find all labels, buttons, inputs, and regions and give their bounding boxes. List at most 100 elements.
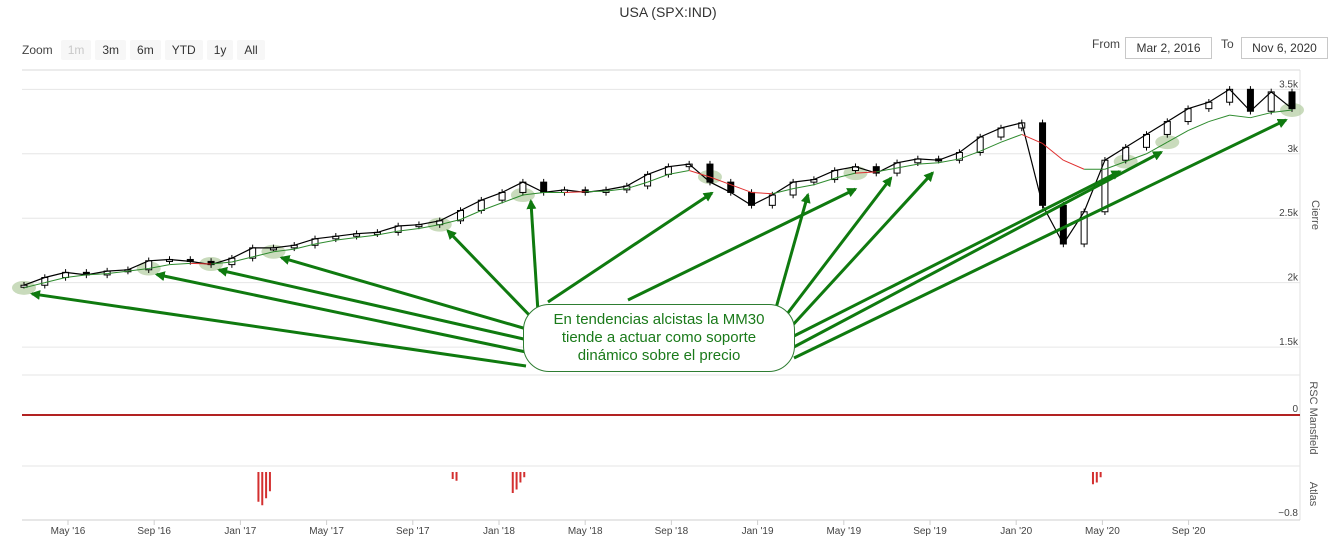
- ma30-line: [834, 172, 856, 179]
- x-tick-label: Sep '18: [655, 526, 689, 537]
- ma30-line: [418, 224, 440, 230]
- ma30-line: [294, 243, 316, 250]
- ma30-line: [211, 261, 232, 265]
- price-line: [23, 88, 1293, 286]
- y-axis: 3.5k 3k 2.5k 2k 1.5k Cierre: [1279, 79, 1321, 348]
- x-tick-label: Sep '16: [137, 526, 171, 537]
- rsc-tick-label: 0: [1292, 404, 1298, 415]
- ma30-line: [793, 184, 814, 190]
- ma30-line: [1000, 133, 1022, 143]
- annotation-arrow: [446, 229, 536, 322]
- ma30-line: [377, 230, 399, 236]
- x-tick-label: Sep '20: [1172, 526, 1206, 537]
- ma30-line: [501, 194, 524, 204]
- ma30-line: [730, 184, 752, 193]
- grid: [22, 69, 1301, 520]
- ma30-line: [1167, 130, 1189, 143]
- x-tick-label: May '17: [309, 526, 344, 537]
- ma30-line: [564, 191, 586, 193]
- ma30-line: [1271, 109, 1293, 114]
- ma30-line: [1146, 141, 1168, 155]
- x-tick-label: May '20: [1085, 526, 1120, 537]
- annotation-arrow: [774, 192, 811, 309]
- annotation-arrow: [154, 271, 527, 354]
- ma30-line: [231, 256, 253, 263]
- from-label: From: [1092, 37, 1120, 51]
- price-candle: [20, 284, 28, 288]
- x-tick-label: Sep '17: [396, 526, 430, 537]
- ma30-line: [481, 202, 503, 211]
- zoom-6m-button[interactable]: 6m: [130, 40, 161, 60]
- x-tick-label: Jan '18: [483, 526, 515, 537]
- ma30-line: [772, 188, 794, 195]
- ma30-line: [1250, 112, 1272, 119]
- ma30-line: [876, 167, 898, 173]
- ma30-line: [689, 170, 711, 178]
- support-highlights: [12, 102, 1304, 295]
- zoom-1y-button[interactable]: 1y: [206, 40, 234, 60]
- annotation-arrow: [547, 191, 714, 304]
- from-date-input[interactable]: Mar 2, 2016: [1125, 37, 1212, 59]
- ma30-line: [169, 262, 191, 266]
- ma30-line: [190, 262, 212, 265]
- ma30-line: [127, 267, 149, 272]
- ma30-line: [335, 237, 357, 241]
- price-candle: [1039, 122, 1047, 206]
- annotation-arrow: [788, 171, 934, 330]
- y-axis-title: Cierre: [1309, 200, 1321, 230]
- ma30-line: [439, 219, 461, 226]
- ma30-line: [273, 248, 295, 253]
- annotation-arrow: [627, 187, 858, 302]
- price-candle: [1059, 204, 1067, 245]
- annotation-arrow: [789, 170, 1122, 340]
- ma30-line: [896, 163, 918, 169]
- y-tick-label: 2k: [1287, 273, 1299, 284]
- ma30-line: [107, 270, 128, 275]
- annotation-arrow: [30, 290, 527, 368]
- price-candle: [1267, 91, 1275, 112]
- ma30-line: [65, 274, 87, 279]
- zoom-3m-button[interactable]: 3m: [95, 40, 127, 60]
- series-layer: [20, 86, 1296, 289]
- zoom-selector: Zoom 1m 3m 6m YTD 1y All: [22, 40, 269, 60]
- ma30-line: [314, 239, 336, 245]
- zoom-all-button[interactable]: All: [237, 40, 265, 60]
- x-tick-label: May '18: [568, 526, 603, 537]
- chart-title: USA (SPX:IND): [619, 4, 717, 20]
- ma30-line: [1229, 114, 1251, 119]
- ma30-line: [855, 171, 877, 174]
- y-tick-label: 3k: [1287, 144, 1299, 155]
- zoom-label: Zoom: [22, 43, 53, 57]
- price-candle: [706, 163, 714, 183]
- ma30-line: [626, 181, 648, 190]
- ma30-line: [1104, 161, 1126, 170]
- ma30-line: [938, 158, 960, 164]
- ma30-line: [709, 176, 731, 186]
- ma30-line: [979, 141, 1002, 152]
- ma30-line: [522, 191, 544, 196]
- ma30-line: [398, 228, 420, 232]
- x-tick-label: Jan '20: [1000, 526, 1032, 537]
- to-date-input[interactable]: Nov 6, 2020: [1241, 37, 1328, 59]
- annotation-arrow: [782, 176, 893, 319]
- ma30-line: [23, 282, 45, 289]
- ma30-line: [86, 273, 108, 276]
- annotation-callout: En tendencias alcistas la MM30 tiende a …: [523, 304, 795, 372]
- ma30-line: [605, 188, 627, 192]
- ma30-line: [647, 173, 669, 183]
- x-tick-label: Sep '19: [913, 526, 947, 537]
- zoom-1m-button[interactable]: 1m: [60, 40, 92, 60]
- ma30-line: [1021, 133, 1043, 144]
- ma30-line: [1063, 159, 1085, 170]
- annotation-arrows: [30, 118, 1288, 368]
- indicator-panels: 0 RSC Mansfield −0.8 Atlas: [22, 374, 1319, 519]
- annotation-arrow: [279, 255, 531, 332]
- rsc-axis-title: RSC Mansfield: [1307, 381, 1319, 454]
- ma30-line: [1187, 121, 1210, 132]
- atlas-tick-label: −0.8: [1278, 508, 1298, 519]
- annotation-arrow: [793, 118, 1288, 360]
- ma30-line: [585, 190, 607, 193]
- x-tick-label: May '16: [51, 526, 86, 537]
- zoom-ytd-button[interactable]: YTD: [164, 40, 203, 60]
